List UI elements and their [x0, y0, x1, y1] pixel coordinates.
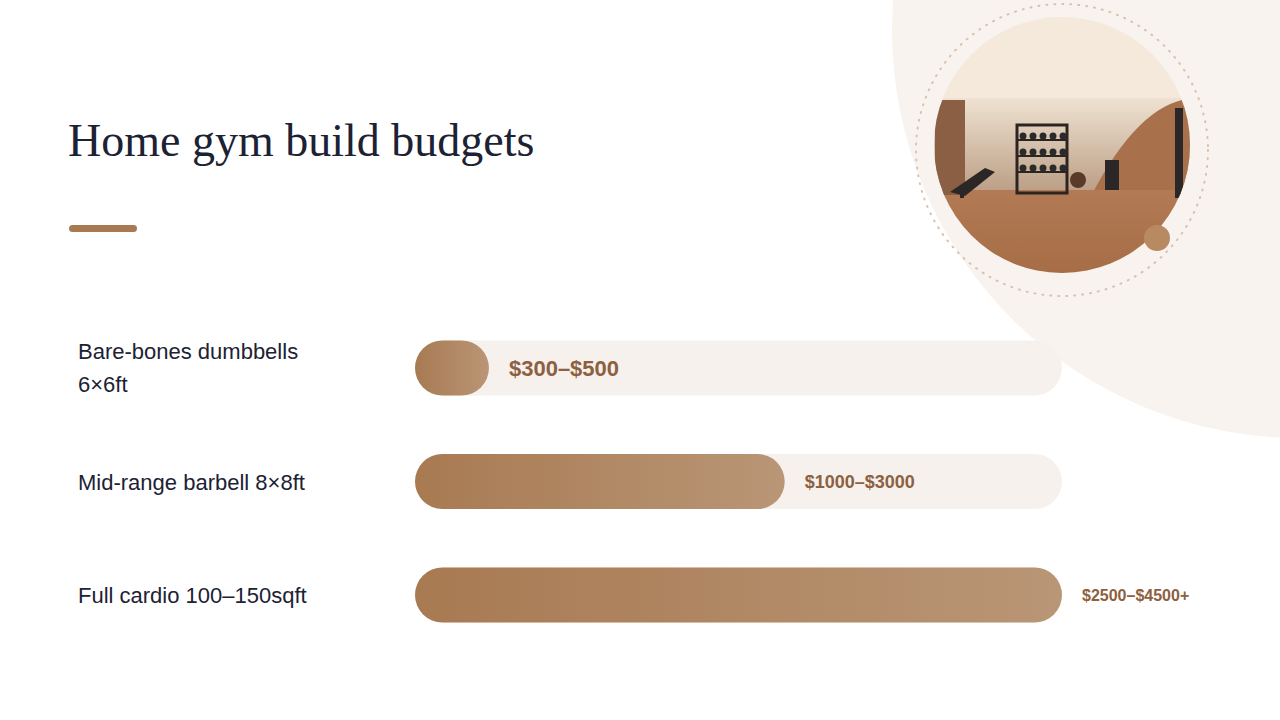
- annotations: $300–$500 $1000–$3000 $2500–$4500+: [509, 356, 1189, 604]
- title-underline: [69, 225, 137, 232]
- range-label: $2500–$4500+: [1082, 587, 1189, 604]
- bar: [415, 341, 489, 396]
- gym-photo: [930, 15, 1195, 280]
- bar-track: [415, 568, 1062, 623]
- dotted-ring: [916, 4, 1208, 296]
- accent-dot: [1144, 225, 1170, 251]
- chart-title: Home gym build budgets: [68, 116, 534, 167]
- bar: [415, 454, 785, 509]
- bar-track: [415, 341, 1062, 396]
- range-label: $1000–$3000: [805, 472, 915, 492]
- bar-track: [415, 454, 1062, 509]
- bars: [415, 341, 1062, 623]
- category-label: Bare-bones dumbbells 6×6ft: [78, 335, 328, 401]
- category-label: Full cardio 100–150sqft: [78, 579, 328, 612]
- category-label: Mid-range barbell 8×8ft: [78, 465, 328, 498]
- range-label: $300–$500: [509, 356, 619, 381]
- bar: [415, 568, 1062, 623]
- slide: $300–$500 $1000–$3000 $2500–$4500+ Home gym…: [0, 0, 1280, 720]
